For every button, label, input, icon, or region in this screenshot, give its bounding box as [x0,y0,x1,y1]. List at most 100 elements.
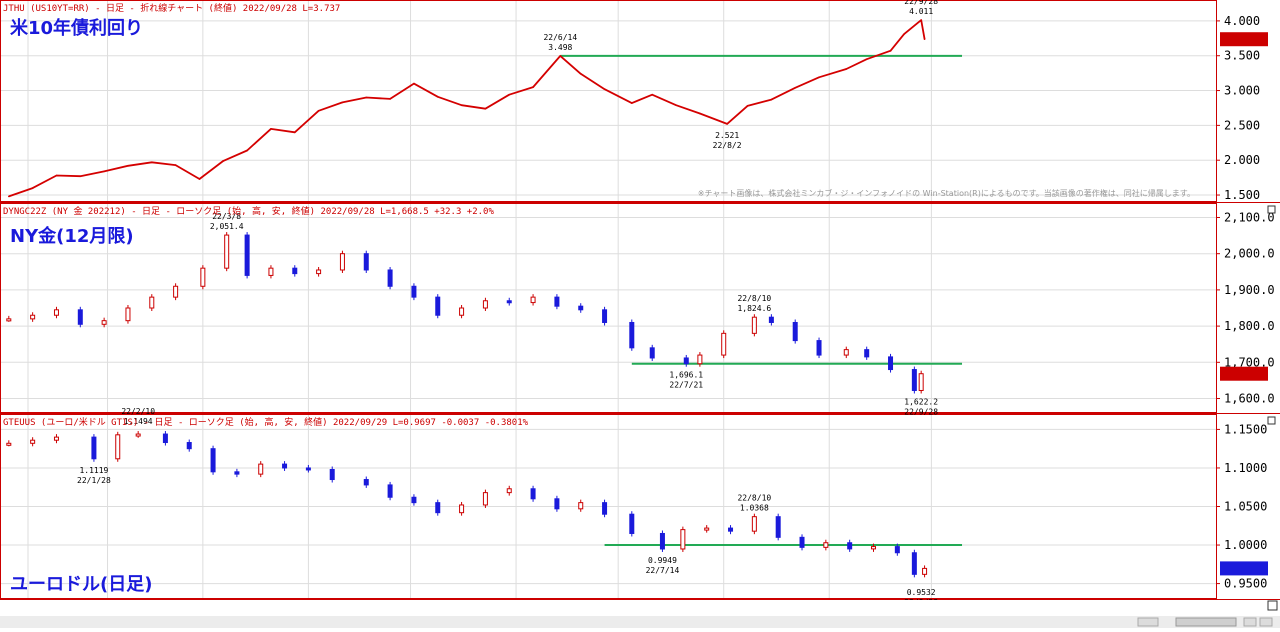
line-point [532,86,534,88]
candle-up [751,516,757,532]
line-point [413,82,415,85]
line-point [389,98,391,100]
line-point [8,195,10,198]
line-point [55,174,58,177]
y-tick-label: 1.0500 [1224,500,1267,514]
line-point [726,123,728,125]
panel-bg [0,0,1280,202]
line-point [341,101,344,104]
candle-up [871,546,877,550]
zoom-out-button[interactable] [1243,617,1257,627]
candle-up [459,307,465,316]
candle-up [53,436,59,441]
zoom-in-button[interactable] [1259,617,1273,627]
candle-down [911,552,917,575]
candle-down [435,296,441,316]
candle-down [792,321,798,342]
candle-down [77,309,83,325]
candle-down [244,234,250,276]
line-point [631,102,633,104]
candle-up [680,529,686,550]
panel-close-box[interactable] [1267,416,1276,425]
line-point [484,107,487,110]
line-point [559,55,562,57]
y-tick-label: 1,900.0 [1224,283,1275,297]
candle-up [258,463,264,475]
y-tick-label: 0.9500 [1224,577,1267,591]
candle-up [173,285,179,298]
last-value-box [1220,366,1268,381]
line-point [675,104,677,106]
candle-down [329,469,335,481]
candle-up [53,309,59,316]
annotation-label: 2.521 [715,131,739,140]
candle-down [816,340,822,356]
candle-up [125,307,131,322]
annotation-label: 22/7/14 [646,566,680,575]
candle-down [387,269,393,287]
line-point [903,33,905,35]
candle-down [363,253,369,271]
scrollbar-track[interactable] [0,616,1280,628]
candle-down [728,527,734,532]
line-point [699,112,701,115]
line-point [293,131,296,134]
panel-title: 米10年債利回り [10,17,143,39]
y-tick-label: 1.1000 [1224,461,1267,475]
annotation-label: 22/2/10 [121,407,155,416]
annotation-label: 22/6/14 [543,33,577,42]
candle-down [768,316,774,323]
y-tick-label: 1,700.0 [1224,355,1275,369]
candle-down [847,542,853,550]
panel-header: JTHU (US10YT=RR) - 日足 - 折れ線チャート (終値) 202… [3,2,340,14]
line-point [31,187,34,189]
line-point [579,73,582,75]
line-point [246,149,248,152]
candle-up [578,502,584,510]
line-point [651,93,654,96]
candle-down [602,502,608,515]
candle-down [162,433,168,444]
candle-up [823,542,829,548]
last-value-box [1220,32,1268,47]
last-value-box [1220,561,1268,576]
candle-down [554,296,560,307]
candle-up [339,253,345,271]
candle-up [200,267,206,287]
panel-header: DYNGC22Z (NY 金 202212) - 日足 - ローソク足 (始, … [3,205,494,217]
candle-down [210,448,216,473]
candle-up [721,332,727,356]
annotation-label: 0.9949 [648,556,677,565]
candle-down [649,347,655,359]
candle-down [292,267,298,275]
y-tick-label: 1.500 [1224,188,1260,202]
annotation-label: 22/9/28 [904,407,938,416]
panel-title: ユーロドル(日足) [10,574,152,595]
candle-down [894,546,900,554]
annotation-label: 0.9532 [907,588,936,597]
line-point [920,19,922,21]
annotation-label: 3.498 [548,43,572,52]
candle-down [629,321,635,349]
candle-down [186,442,192,450]
candle-down [411,496,417,504]
candle-down [775,516,781,538]
annotation-label: 22/9/28 [904,0,938,6]
scrollbar-thumb[interactable] [1175,617,1237,627]
candle-up [135,433,141,437]
candle-down [659,532,665,550]
candle-up [704,527,710,531]
candle-up [149,296,155,309]
annotation-label: 22/8/2 [713,141,742,150]
expand-icon[interactable] [1267,600,1278,611]
y-tick-label: 1.1500 [1224,422,1267,436]
candle-down [888,356,894,371]
panel-close-box[interactable] [1267,205,1276,214]
candle-up [30,314,36,320]
candle-down [864,349,870,358]
x-axis-bg [0,600,1280,616]
scroll-left-button[interactable] [1137,617,1159,627]
annotation-label: 1,824.6 [737,304,771,313]
